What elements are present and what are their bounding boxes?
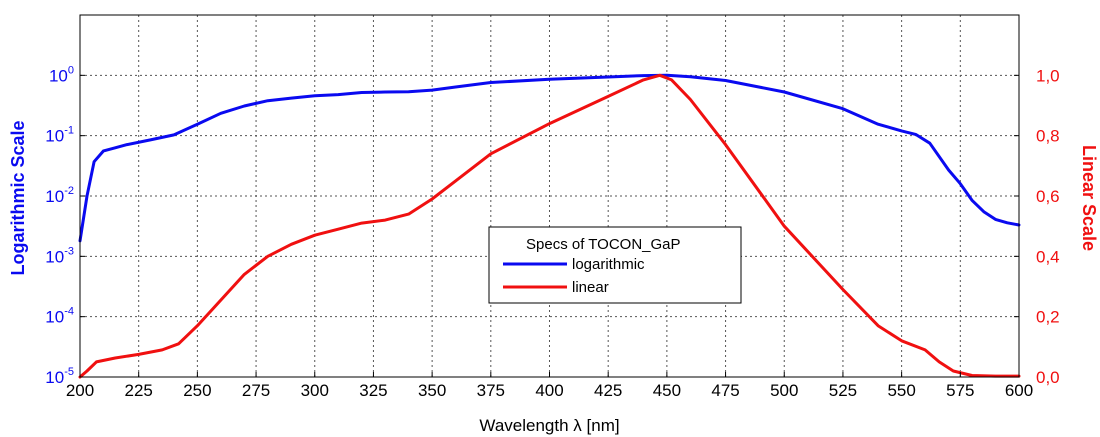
legend-label-linear: linear — [572, 279, 609, 296]
x-tick-label: 325 — [359, 381, 387, 400]
right-y-tick-label: 0,8 — [1036, 127, 1060, 146]
right-y-tick-label: 0,0 — [1036, 368, 1060, 387]
x-tick-label: 200 — [66, 381, 94, 400]
left-y-axis-title: Logarithmic Scale — [8, 120, 28, 275]
left-y-tick-label: 100 — [49, 64, 74, 85]
series-line-linear — [78, 73, 1021, 379]
legend: Specs of TOCON_GaP logarithmic linear — [488, 226, 742, 304]
x-axis-title: Wavelength λ [nm] — [479, 416, 619, 435]
x-tick-label: 275 — [242, 381, 270, 400]
x-tick-label: 250 — [183, 381, 211, 400]
left-y-tick-label: 10-2 — [45, 185, 74, 206]
right-y-tick-label: 0,4 — [1036, 247, 1060, 266]
x-tick-label: 525 — [829, 381, 857, 400]
legend-title: Specs of TOCON_GaP — [526, 236, 681, 253]
left-y-tick-label: 10-4 — [45, 306, 74, 327]
series-layer — [78, 73, 1021, 379]
x-tick-label: 450 — [653, 381, 681, 400]
grid — [80, 15, 1019, 377]
left-y-tick-label: 10-1 — [45, 125, 74, 146]
right-y-tick-label: 0,6 — [1036, 187, 1060, 206]
legend-box — [488, 226, 742, 304]
x-tick-label: 300 — [301, 381, 329, 400]
x-tick-label: 425 — [594, 381, 622, 400]
right-y-axis-title: Linear Scale — [1079, 145, 1099, 251]
x-tick-label: 375 — [477, 381, 505, 400]
x-tick-label: 225 — [125, 381, 153, 400]
x-tick-label: 575 — [946, 381, 974, 400]
left-y-tick-label: 10-3 — [45, 245, 74, 266]
x-tick-label: 350 — [418, 381, 446, 400]
x-tick-label: 475 — [711, 381, 739, 400]
right-y-tick-label: 1,0 — [1036, 66, 1060, 85]
x-tick-label: 400 — [535, 381, 563, 400]
tick-labels: 200 225 250 275 300 325 350 375 400 425 450 475 500 5… — [45, 64, 1059, 400]
right-y-tick-label: 0,2 — [1036, 308, 1060, 327]
legend-label-logarithmic: logarithmic — [572, 256, 645, 273]
x-tick-label: 600 — [1005, 381, 1033, 400]
left-y-tick-label: 10-5 — [45, 366, 74, 387]
series-line-logarithmic — [78, 73, 1021, 243]
x-tick-label: 550 — [887, 381, 915, 400]
x-tick-label: 500 — [770, 381, 798, 400]
